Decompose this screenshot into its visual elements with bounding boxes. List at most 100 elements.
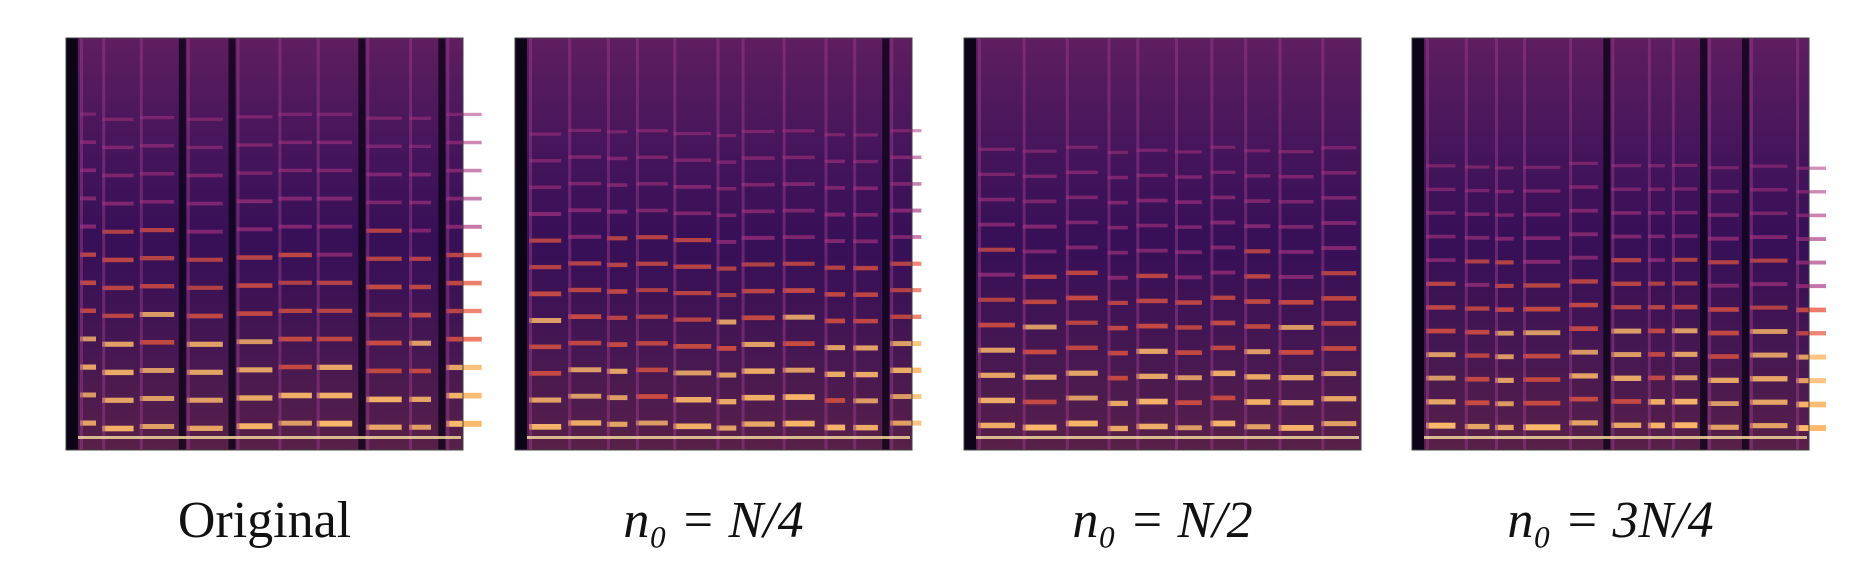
harmonic	[1749, 211, 1788, 216]
harmonic	[1523, 377, 1561, 382]
harmonic	[1647, 399, 1665, 405]
harmonic	[529, 318, 562, 323]
harmonic	[1611, 305, 1642, 310]
harmonic	[1671, 257, 1698, 262]
harmonic	[1426, 187, 1456, 192]
harmonic	[1065, 345, 1098, 351]
harmonic	[1523, 353, 1561, 359]
harmonic	[635, 288, 668, 293]
harmonic	[824, 371, 846, 378]
harmonic	[139, 312, 175, 317]
harmonic	[1022, 349, 1057, 355]
left-gap	[515, 38, 527, 450]
left-gap	[1412, 38, 1424, 450]
harmonic	[1244, 299, 1271, 304]
harmonic	[1523, 306, 1561, 312]
harmonic	[1569, 349, 1598, 355]
harmonic	[673, 238, 712, 243]
harmonic	[824, 424, 846, 431]
harmonic	[1022, 224, 1057, 229]
harmonic	[1244, 424, 1271, 430]
harmonic	[278, 280, 312, 285]
harmonic	[1136, 223, 1168, 228]
harmonic	[741, 368, 775, 374]
gap-stripe	[1700, 38, 1708, 450]
harmonic	[139, 144, 175, 148]
harmonic	[853, 398, 878, 404]
harmonic	[741, 341, 775, 347]
harmonic	[853, 318, 878, 324]
harmonic	[278, 308, 312, 314]
harmonic	[139, 368, 175, 373]
onset-stripe	[1647, 38, 1651, 450]
harmonic	[1796, 166, 1826, 170]
harmonic	[1464, 376, 1490, 382]
harmonic	[1107, 325, 1128, 331]
left-gap	[964, 38, 976, 450]
harmonic	[446, 392, 482, 399]
harmonic	[1321, 421, 1357, 427]
spectrogram-glow	[964, 38, 1361, 450]
harmonic	[278, 168, 312, 173]
bass-line	[976, 436, 1359, 439]
harmonic	[673, 132, 712, 136]
harmonic	[978, 347, 1015, 353]
harmonic	[102, 369, 134, 376]
harmonic	[278, 196, 312, 201]
harmonic	[978, 222, 1015, 227]
harmonic	[978, 397, 1015, 404]
harmonic	[1523, 330, 1561, 336]
harmonic	[716, 319, 737, 325]
caption: n₀ = N/4	[623, 492, 803, 549]
harmonic	[409, 200, 431, 205]
harmonic	[366, 200, 402, 205]
harmonic	[186, 117, 223, 121]
harmonic	[1210, 370, 1236, 377]
harmonic	[1671, 187, 1698, 191]
harmonic	[1569, 420, 1598, 426]
spectrogram-glow	[515, 38, 912, 450]
harmonic	[673, 211, 712, 216]
harmonic	[186, 173, 223, 178]
harmonic	[1796, 190, 1826, 194]
harmonic	[1647, 234, 1665, 239]
harmonic	[1321, 196, 1357, 200]
harmonic	[1495, 401, 1514, 407]
onset-stripe	[1671, 38, 1675, 450]
harmonic	[1708, 166, 1739, 170]
harmonic	[1796, 213, 1826, 218]
harmonic	[529, 212, 562, 216]
harmonic	[673, 423, 712, 430]
harmonic	[741, 209, 775, 214]
harmonic	[853, 292, 878, 297]
harmonic	[366, 340, 402, 346]
harmonic	[1278, 225, 1314, 229]
harmonic	[1708, 330, 1739, 336]
harmonic	[978, 272, 1015, 277]
harmonic	[1022, 174, 1057, 179]
harmonic	[139, 228, 175, 233]
harmonic	[1647, 375, 1665, 381]
harmonic	[1107, 250, 1128, 255]
harmonic	[102, 285, 134, 291]
harmonic	[716, 425, 737, 431]
harmonic	[1464, 423, 1490, 430]
harmonic	[1210, 145, 1236, 149]
harmonic	[1611, 352, 1642, 358]
harmonic	[1107, 225, 1128, 230]
harmonic	[186, 257, 223, 262]
onset-stripe	[853, 38, 857, 450]
harmonic	[1321, 321, 1357, 326]
harmonic	[1136, 298, 1168, 304]
harmonic	[1749, 258, 1788, 263]
harmonic	[568, 155, 602, 159]
harmonic	[782, 235, 815, 239]
harmonic	[1464, 259, 1490, 264]
harmonic	[1495, 260, 1514, 265]
harmonic	[1321, 296, 1357, 301]
onset-stripe	[529, 38, 532, 450]
harmonic	[1464, 165, 1490, 169]
harmonic	[782, 182, 815, 186]
harmonic	[978, 172, 1015, 177]
harmonic	[409, 340, 431, 346]
